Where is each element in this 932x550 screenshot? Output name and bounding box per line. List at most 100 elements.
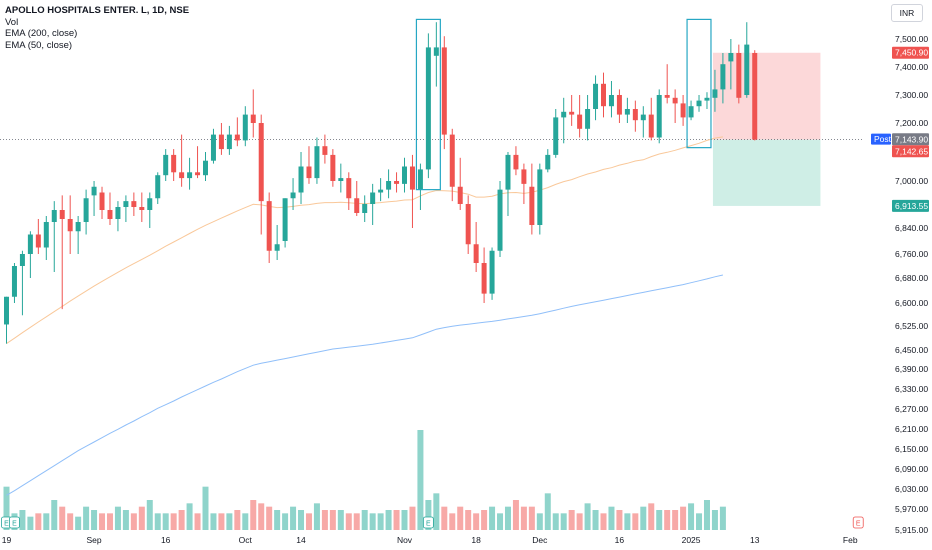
candle-body [585, 109, 591, 129]
candle-body [123, 201, 129, 207]
candle [752, 50, 758, 141]
candle-body [505, 154, 511, 190]
candle [195, 146, 201, 179]
candle-body [704, 97, 710, 101]
volume-bar [194, 513, 201, 530]
candle [569, 95, 575, 126]
candle-body [187, 172, 193, 179]
indicator-volume[interactable]: Vol [5, 16, 19, 28]
volume-bar [600, 513, 607, 530]
candle-body [744, 44, 750, 95]
volume-bar [75, 516, 82, 530]
volume-bar [67, 513, 74, 530]
price-tag-label: 7,450.90 [895, 48, 928, 58]
candle-body [35, 234, 41, 248]
volume-bar [337, 510, 344, 530]
candle-body [513, 154, 519, 170]
volume-bar [43, 513, 50, 530]
candle [290, 178, 296, 210]
candle [123, 195, 129, 222]
candle [139, 192, 145, 222]
candle [624, 97, 630, 123]
price-tick-label: 5,915.00 [895, 525, 928, 535]
time-tick-label: Sep [86, 535, 101, 545]
price-axis[interactable]: 7,500.007,400.007,300.007,200.007,100.00… [895, 34, 928, 535]
volume-bar [536, 513, 543, 530]
candle-body [481, 263, 487, 294]
candle-body [99, 192, 105, 210]
indicator-ema200[interactable]: EMA (200, close) [5, 28, 78, 39]
candle-body [147, 198, 153, 210]
time-tick-label: 16 [161, 535, 171, 545]
volume-bar [51, 500, 58, 530]
volume-bar [497, 513, 504, 530]
candle [35, 219, 41, 254]
candle [577, 95, 583, 138]
earnings-marker-label: E [4, 521, 9, 528]
volume-bars [3, 430, 726, 530]
volume-bar [512, 500, 519, 530]
candle-body [4, 296, 9, 325]
price-tag: 7,143.90 [892, 133, 929, 146]
candle [386, 169, 392, 199]
candle [226, 125, 232, 155]
candle-body [752, 53, 758, 140]
volume-bar [441, 506, 448, 530]
candle-body [250, 114, 256, 123]
volume-bar [568, 510, 575, 530]
candle-body [19, 254, 25, 266]
indicator-ema50[interactable]: EMA (50, close) [5, 39, 73, 51]
candle [155, 172, 161, 204]
price-tick-label: 7,500.00 [895, 34, 928, 44]
volume-bar [656, 510, 663, 530]
earnings-marker-box [9, 516, 20, 529]
volume-bar [266, 506, 273, 530]
candle-body [210, 134, 216, 161]
candle [402, 157, 407, 193]
earnings-marker: E [852, 516, 864, 529]
highlight-box [415, 18, 441, 191]
price-tick-label: 6,270.00 [895, 404, 928, 414]
candle-body [497, 189, 503, 251]
volume-bar [719, 506, 726, 530]
price-tag-bg [892, 46, 929, 59]
candle [720, 53, 726, 104]
candle [354, 181, 360, 216]
candle-body [593, 83, 599, 109]
earnings-marker-box [852, 516, 864, 529]
candle-body [457, 186, 463, 204]
candle-body [51, 210, 57, 222]
ema200-line [6, 274, 724, 496]
time-axis[interactable]: 19 Sep 16 Oct 14 Nov 18 Dec 16 2025 13 Feb [2, 535, 858, 545]
candle [282, 198, 288, 248]
volume-bar [465, 510, 472, 530]
candle [529, 163, 535, 235]
price-tags: 7,450.90 7,143.90 7,142.65 6,913.55 Post [871, 46, 929, 212]
candle [19, 250, 25, 316]
volume-bar [680, 506, 687, 530]
volume-bar [703, 500, 710, 530]
symbol-title[interactable]: APOLLO HOSPITALS ENTER. L, 1D, NSE [5, 5, 190, 16]
chart-legend: APOLLO HOSPITALS ENTER. L, 1D, NSE Vol E… [5, 5, 189, 51]
candle [218, 123, 224, 155]
volume-bar [417, 430, 424, 530]
currency-button[interactable]: INR [891, 4, 923, 22]
time-tick-label: Feb [843, 535, 858, 545]
candle-body [226, 134, 232, 150]
price-tick-label: 7,300.00 [895, 90, 928, 100]
volume-bar [298, 510, 305, 530]
candle-body [306, 166, 312, 179]
candle [330, 149, 336, 187]
candle-body [672, 97, 678, 104]
candle-body [163, 154, 169, 176]
candle [457, 157, 463, 210]
volume-bar [162, 513, 169, 530]
time-tick-label: 18 [471, 535, 481, 545]
volume-bar [122, 510, 129, 530]
volume-bar [393, 510, 400, 530]
candle [266, 192, 272, 263]
volume-bar [321, 510, 328, 530]
candle [314, 137, 320, 184]
